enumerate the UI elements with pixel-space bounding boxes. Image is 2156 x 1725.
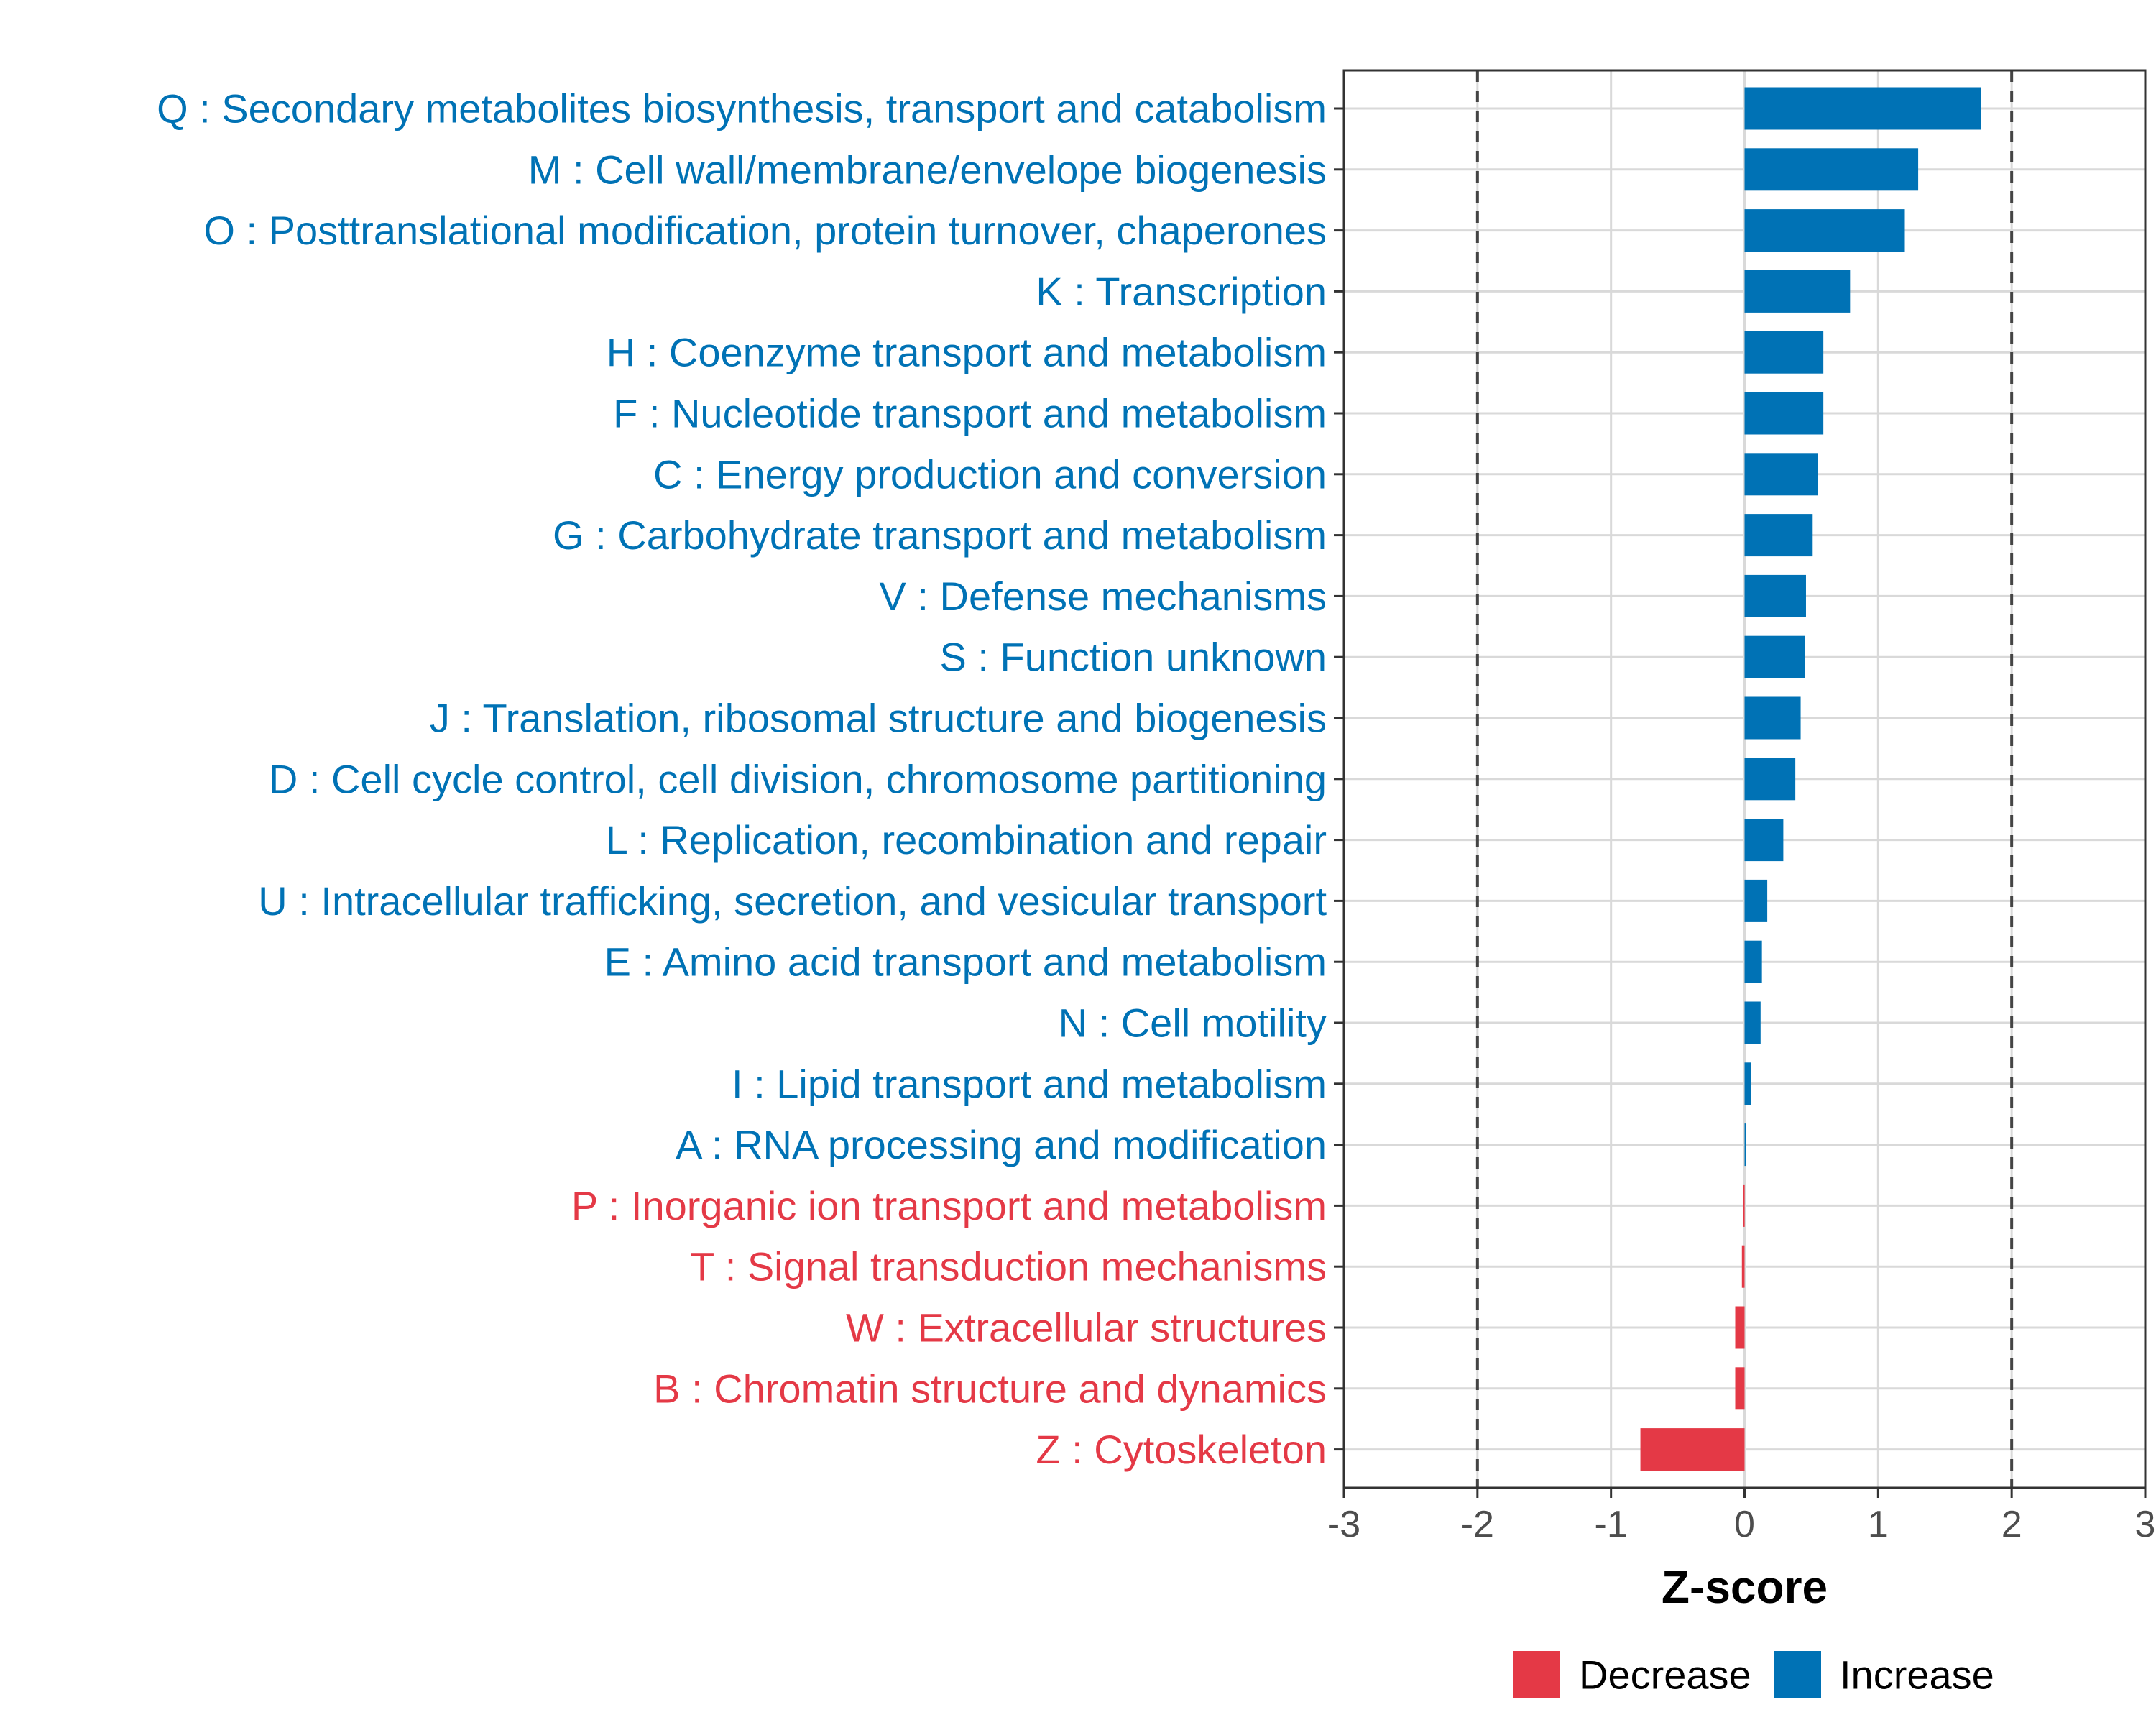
category-label: H : Coenzyme transport and metabolism (607, 330, 1327, 375)
bar-e (1744, 940, 1762, 983)
x-axis-title: Z-score (1662, 1561, 1828, 1613)
category-label: D : Cell cycle control, cell division, c… (269, 756, 1327, 801)
category-label: M : Cell wall/membrane/envelope biogenes… (528, 147, 1327, 192)
bar-c (1744, 453, 1818, 496)
legend: Decrease Increase (1513, 1651, 1994, 1698)
bar-p (1743, 1184, 1745, 1227)
category-label: K : Transcription (1036, 269, 1327, 314)
category-label: N : Cell motility (1059, 1000, 1327, 1046)
legend-swatch-decrease (1513, 1651, 1560, 1698)
category-label: P : Inorganic ion transport and metaboli… (571, 1183, 1327, 1228)
bar-j (1744, 696, 1801, 740)
bar-b (1735, 1367, 1745, 1410)
category-label: Z : Cytoskeleton (1036, 1427, 1327, 1472)
bar-q (1744, 87, 1981, 130)
bar-f (1744, 392, 1824, 435)
category-label: O : Posttranslational modification, prot… (203, 208, 1327, 253)
y-axis: Q : Secondary metabolites biosynthesis, … (157, 86, 1344, 1472)
bar-m (1744, 148, 1919, 191)
bar-a (1744, 1123, 1746, 1167)
bar-h (1744, 331, 1824, 374)
bar-w (1735, 1306, 1745, 1349)
bar-k (1744, 270, 1851, 313)
category-label: I : Lipid transport and metabolism (732, 1061, 1327, 1106)
category-label: C : Energy production and conversion (653, 451, 1327, 497)
category-label: V : Defense mechanisms (880, 574, 1327, 619)
bar-o (1744, 209, 1905, 252)
x-tick-label: 3 (2135, 1504, 2156, 1545)
bar-l (1744, 819, 1784, 862)
category-label: E : Amino acid transport and metabolism (604, 939, 1327, 985)
category-label: S : Function unknown (939, 635, 1327, 680)
bar-z (1640, 1428, 1745, 1471)
category-label: U : Intracellular trafficking, secretion… (258, 878, 1327, 924)
legend-swatch-increase (1774, 1651, 1821, 1698)
x-tick-label: -3 (1327, 1504, 1360, 1545)
reference-lines (1475, 70, 2014, 1488)
bar-d (1744, 758, 1796, 801)
legend-label-decrease: Decrease (1579, 1652, 1751, 1698)
bar-g (1744, 514, 1813, 557)
category-label: F : Nucleotide transport and metabolism (613, 391, 1327, 436)
bar-s (1744, 635, 1805, 678)
category-label: B : Chromatin structure and dynamics (653, 1366, 1327, 1411)
x-axis: -3 -2 -1 0 1 2 3 (1327, 1488, 2156, 1545)
category-label: T : Signal transduction mechanisms (690, 1244, 1327, 1289)
category-label: W : Extracellular structures (846, 1305, 1327, 1351)
bar-t (1741, 1245, 1745, 1288)
bar-u (1744, 879, 1768, 922)
x-tick-label: -2 (1461, 1504, 1494, 1545)
bar-v (1744, 574, 1806, 617)
x-tick-label: 0 (1734, 1504, 1755, 1545)
bar-i (1744, 1062, 1751, 1105)
category-label: Q : Secondary metabolites biosynthesis, … (157, 86, 1327, 132)
x-tick-label: 1 (1868, 1504, 1889, 1545)
legend-label-increase: Increase (1840, 1652, 1994, 1698)
x-tick-label: -1 (1595, 1504, 1628, 1545)
category-label: G : Carbohydrate transport and metabolis… (553, 512, 1327, 558)
bars (1640, 87, 1981, 1471)
bar-n (1744, 1001, 1761, 1044)
x-tick-label: 2 (2001, 1504, 2022, 1545)
category-label: L : Replication, recombination and repai… (606, 817, 1327, 862)
category-label: A : RNA processing and modification (676, 1122, 1327, 1167)
category-label: J : Translation, ribosomal structure and… (430, 696, 1327, 741)
